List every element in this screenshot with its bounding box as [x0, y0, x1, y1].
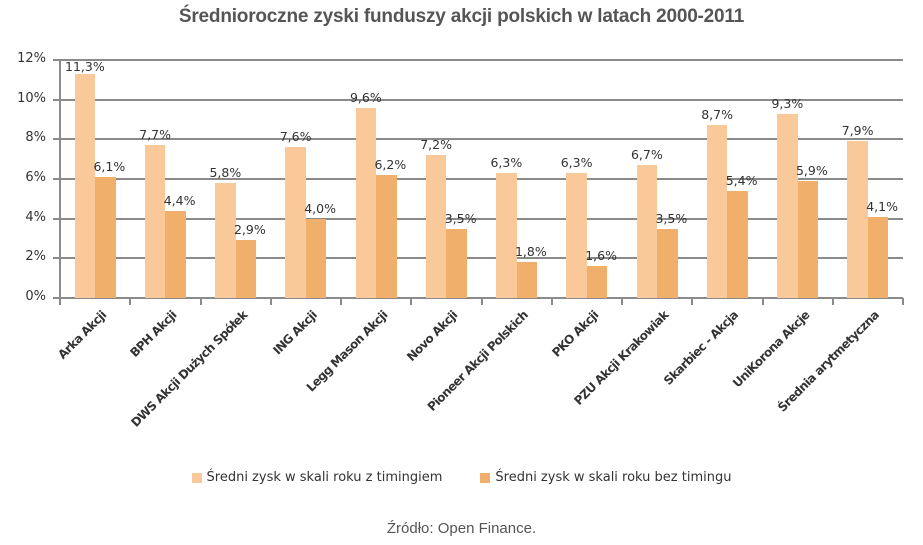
legend-item: Średni zysk w skali roku bez timingu	[480, 470, 731, 485]
data-label: 7,9%	[841, 123, 874, 139]
y-tick-label: 6%	[25, 170, 46, 185]
gridline	[53, 257, 903, 260]
bar-without-timing	[376, 175, 397, 298]
y-tick-label: 8%	[25, 130, 46, 146]
x-tick	[621, 298, 623, 305]
x-tick	[199, 298, 202, 305]
data-label: 4,0%	[304, 200, 336, 216]
x-tick	[761, 298, 764, 305]
bar-with-timing	[215, 182, 236, 298]
data-label: 3,5%	[444, 210, 477, 226]
legend-label: Średni zysk w skali roku z timingiem	[206, 470, 443, 485]
y-tick-label: 10%	[17, 90, 46, 106]
bar-without-timing	[727, 190, 748, 298]
bar-without-timing	[235, 240, 257, 298]
y-axis-line	[59, 59, 61, 300]
chart-title: Średnioroczne zyski funduszy akcji polsk…	[178, 6, 745, 27]
data-label: 6,2%	[374, 157, 407, 173]
bar-without-timing	[305, 218, 327, 298]
data-label: 8,7%	[701, 107, 733, 123]
data-label: 1,8%	[514, 244, 547, 260]
data-label: 11,3%	[65, 59, 105, 74]
bar-with-timing	[285, 147, 306, 298]
x-tick	[550, 298, 553, 305]
gridline	[53, 98, 903, 101]
source-note: Źródło: Open Finance.	[386, 520, 537, 537]
gridline	[53, 297, 903, 299]
bar-without-timing	[95, 177, 116, 298]
legend-item: Średni zysk w skali roku z timingiem	[191, 470, 443, 485]
bar-with-timing	[144, 145, 166, 298]
x-tick	[340, 298, 342, 305]
x-tick	[691, 298, 694, 305]
x-tick	[902, 298, 904, 305]
data-label: 7,6%	[279, 129, 312, 145]
data-label: 6,7%	[630, 147, 663, 163]
data-label: 9,6%	[349, 89, 382, 105]
y-tick-label: 0%	[25, 289, 46, 304]
bar-with-timing	[706, 125, 728, 298]
x-category-label: BPH Akcji	[127, 308, 180, 360]
legend-label: Średni zysk w skali roku bez timingu	[495, 470, 732, 485]
bar-with-timing	[847, 141, 868, 298]
legend-swatch	[480, 472, 491, 483]
data-label: 1,6%	[585, 248, 617, 264]
x-category-label: Skarbiec - Akcja	[661, 308, 742, 388]
x-tick	[59, 298, 61, 305]
data-label: 5,9%	[795, 162, 828, 178]
data-label: 9,3%	[771, 95, 804, 111]
data-label: 6,3%	[490, 155, 523, 171]
x-category-label: UniKorona Akcje	[729, 308, 812, 391]
bar-without-timing	[516, 262, 538, 298]
data-label: 4,1%	[866, 198, 898, 214]
bar-without-timing	[446, 228, 467, 298]
data-label: 7,2%	[420, 137, 452, 153]
data-label: 5,4%	[725, 172, 758, 188]
data-label: 4,4%	[163, 192, 196, 208]
bar-with-timing	[636, 165, 658, 298]
x-category-label: Legg Mason Akcji	[303, 308, 391, 395]
x-tick	[480, 298, 483, 305]
legend-swatch	[191, 472, 202, 483]
bar-with-timing	[566, 173, 587, 298]
data-label: 7,7%	[139, 127, 171, 143]
data-label: 6,1%	[93, 159, 126, 175]
x-category-label: Arka Akcji	[55, 308, 110, 362]
data-label: 2,9%	[233, 222, 266, 238]
bar-without-timing	[657, 228, 678, 298]
bar-with-timing	[777, 113, 798, 298]
gridline	[53, 138, 903, 141]
bar-with-timing	[74, 73, 96, 298]
bar-without-timing	[797, 180, 819, 298]
data-label: 6,3%	[560, 155, 593, 171]
x-category-label: DWS Akcji Dużych Spółek	[127, 308, 250, 430]
x-category-label: Novo Akcji	[404, 308, 461, 364]
data-label: 3,5%	[655, 210, 688, 226]
chart-legend: Średni zysk w skali roku z timingiem Śred…	[0, 470, 923, 485]
gridline	[53, 178, 903, 180]
bar-with-timing	[355, 107, 377, 298]
x-tick	[129, 298, 132, 305]
x-tick	[831, 298, 834, 305]
gridline	[53, 59, 903, 61]
x-tick	[410, 298, 413, 305]
gridline	[53, 217, 903, 220]
y-tick-label: 2%	[25, 249, 46, 265]
bar-with-timing	[496, 173, 517, 298]
bar-without-timing	[867, 216, 889, 298]
data-label: 5,8%	[209, 164, 242, 180]
y-tick-label: 4%	[25, 209, 46, 225]
y-tick-label: 12%	[17, 51, 46, 66]
x-category-label: PKO Akcji	[549, 308, 601, 360]
bar-without-timing	[165, 210, 186, 298]
x-category-label: ING Akcji	[270, 308, 320, 358]
bar-without-timing	[586, 266, 608, 298]
x-tick	[269, 298, 272, 305]
bar-with-timing	[425, 155, 447, 298]
